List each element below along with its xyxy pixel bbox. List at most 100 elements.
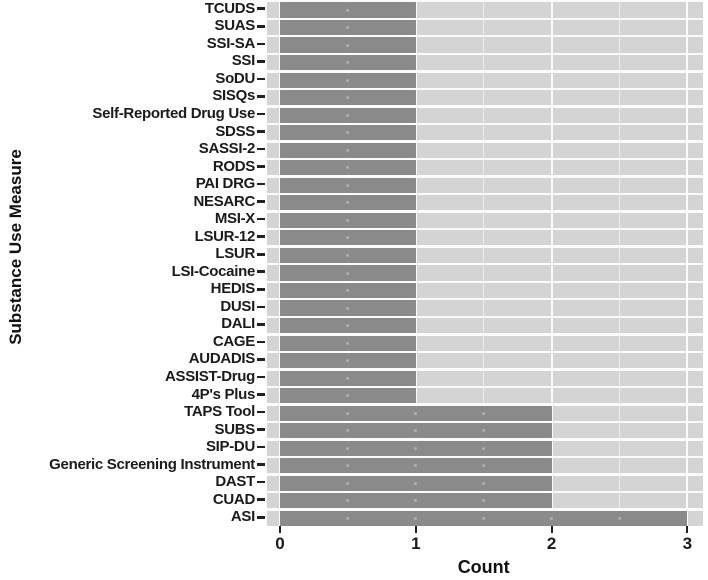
y-tick-label: LSUR [215,245,255,263]
y-tick-mark [257,42,265,46]
y-tick-mark [257,112,265,116]
gridline-horizontal [267,0,703,3]
y-tick-mark [257,480,265,484]
gridline-dot [346,166,350,170]
bar [280,160,416,176]
y-tick-label: Self-Reported Drug Use [92,104,255,122]
gridline-dot [618,516,621,520]
gridline-horizontal [267,333,703,336]
gridline-dot [346,359,350,363]
y-tick-label: TCUDS [204,0,255,17]
gridline-dot [414,429,418,433]
y-tick-label: PAI DRG [195,175,256,193]
gridline-horizontal [267,438,703,441]
y-tick-label: TAPS Tool [184,403,255,421]
y-tick-label: CUAD [212,490,255,508]
gridline-dot [482,464,486,468]
y-tick-mark [257,305,265,309]
y-tick-label: SUBS [214,420,256,438]
bar [280,19,416,36]
bar [280,300,416,316]
bar [280,388,416,404]
gridline-horizontal [267,175,703,178]
gridline-horizontal [267,385,703,389]
bar [280,230,416,246]
gridline-dot [482,499,486,503]
bar [280,177,416,193]
y-tick-mark [257,77,265,81]
gridline-dot [346,8,350,12]
y-tick-label: DALI [221,315,255,333]
y-tick-label: RODS [212,157,255,175]
gridline-dot [346,394,350,398]
y-tick-mark [257,200,265,203]
gridline-horizontal [267,210,703,213]
gridline-horizontal [267,508,703,511]
bar [280,458,552,474]
gridline-dot [414,464,418,468]
bar [280,247,416,263]
gridline-dot [346,218,350,222]
bar [280,107,416,123]
gridline-dot [346,341,350,345]
x-tick-label: 3 [682,534,693,553]
y-tick-mark [257,60,265,63]
gridline-dot [346,324,350,328]
x-tick-label: 1 [411,534,421,553]
y-tick-label: CAGE [212,332,255,350]
gridline-horizontal [267,298,703,301]
bar [280,90,416,106]
y-tick-mark [257,25,265,28]
bar [280,405,552,421]
gridline-dot [346,411,350,415]
gridline-horizontal [267,140,703,143]
gridline-horizontal [267,368,703,371]
y-tick-label: 4P's Plus [191,385,256,403]
bar [280,55,416,71]
y-tick-mark [257,217,265,221]
gridline-dot [482,446,486,450]
y-tick-mark [257,340,265,344]
y-tick-label: SoDU [215,69,255,87]
gridline-dot [346,131,350,135]
y-tick-label: SUAS [214,17,256,35]
y-tick-mark [257,323,265,326]
gridline-horizontal [267,455,703,459]
gridline-dot [346,148,350,152]
y-tick-label: SIP-DU [205,438,255,456]
gridline-dot [346,96,350,100]
gridline-dot [346,446,350,450]
y-tick-mark [257,515,265,519]
y-tick-label: SASSI-2 [198,140,256,158]
gridline-dot [346,481,350,485]
bar [280,318,416,334]
bar [280,142,416,158]
gridline-dot [414,411,418,415]
gridline-horizontal [267,490,703,494]
gridline-dot [346,183,350,187]
gridline-dot [414,481,418,485]
y-tick-label: DUSI [220,297,255,315]
x-tick-label: 0 [275,534,285,553]
plot-panel [267,0,703,526]
bar [280,125,416,141]
y-tick-mark [257,165,265,168]
gridline-horizontal [267,473,703,476]
bar [280,195,416,211]
gridline-dot [414,446,418,450]
y-tick-mark [257,147,265,151]
y-tick-mark [257,393,265,396]
y-tick-label: SDSS [215,122,255,140]
gridline-horizontal [267,245,703,248]
y-tick-mark [257,182,265,186]
gridline-dot [550,516,554,520]
bar [280,335,416,351]
gridline-dot [346,78,350,82]
y-tick-mark [257,428,265,431]
y-tick-label: LSUR-12 [194,227,256,245]
gridline-dot [346,253,350,257]
gridline-dot [346,61,350,65]
x-tick-mark [414,526,417,533]
gridline-dot [482,411,486,415]
y-tick-mark [257,252,265,256]
